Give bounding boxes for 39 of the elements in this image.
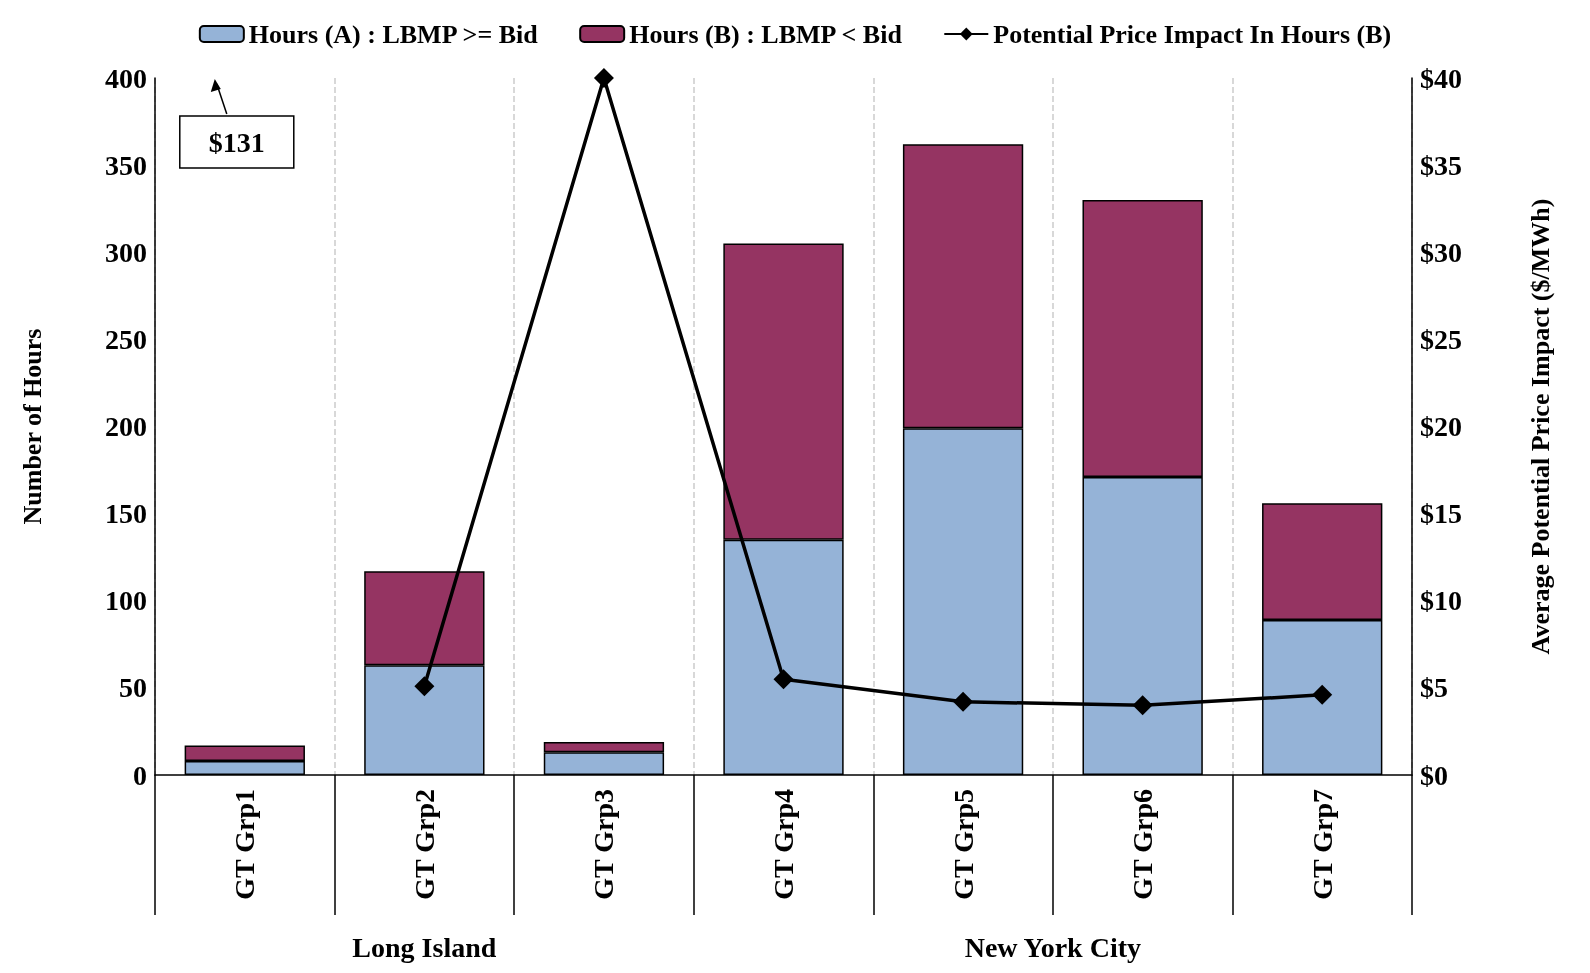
point <box>953 691 974 712</box>
y-tick-label: 350 <box>105 149 147 181</box>
y2-tick-label: $25 <box>1420 323 1462 355</box>
point <box>773 669 794 690</box>
y-tick-label: 0 <box>133 759 147 791</box>
y-tick-label: 300 <box>105 236 147 268</box>
point <box>1132 695 1153 716</box>
legend-label: Potential Price Impact In Hours (B) <box>993 19 1392 49</box>
y2-tick-label: $5 <box>1420 672 1448 704</box>
point <box>593 68 614 88</box>
x-tick-label: GT Grp2 <box>408 789 440 900</box>
x-tick-label: GT Grp1 <box>229 789 261 900</box>
y-tick-label: 100 <box>105 585 147 617</box>
legend-label: Hours (B) : LBMP < Bid <box>629 19 903 49</box>
y-tick-label: 200 <box>105 411 147 442</box>
x-tick-label: GT Grp4 <box>768 789 799 900</box>
y2-tick-label: $0 <box>1420 759 1448 791</box>
x-tick-label: GT Grp7 <box>1306 789 1338 900</box>
point <box>414 676 435 697</box>
text: Long Island <box>352 931 497 963</box>
y-tick-label: 250 <box>105 323 147 355</box>
legend-label: Hours (A) : LBMP >= Bid <box>248 19 539 49</box>
y-tick-label: 400 <box>105 62 147 94</box>
y2-tick-label: $40 <box>1420 62 1462 94</box>
y-tick-label: 50 <box>119 672 147 704</box>
y2-tick-label: $15 <box>1420 498 1462 530</box>
x-tick-label: GT Grp6 <box>1127 789 1159 900</box>
y2-tick-label: $20 <box>1420 411 1462 442</box>
y2-tick-label: $35 <box>1420 149 1462 181</box>
annotation: $131 <box>208 126 265 158</box>
x-tick-label: GT Grp3 <box>588 789 620 900</box>
text: New York City <box>964 931 1141 963</box>
point <box>1312 684 1333 705</box>
y2-tick-label: $10 <box>1420 585 1462 617</box>
y-tick-label: 150 <box>105 498 147 530</box>
y2-tick-label: $30 <box>1420 236 1462 268</box>
x-tick-label: GT Grp5 <box>947 789 979 900</box>
y2-axis-title: Average Potential Price Impact ($/MWh) <box>1525 198 1555 655</box>
y-axis-title: Number of Hours <box>17 328 47 525</box>
